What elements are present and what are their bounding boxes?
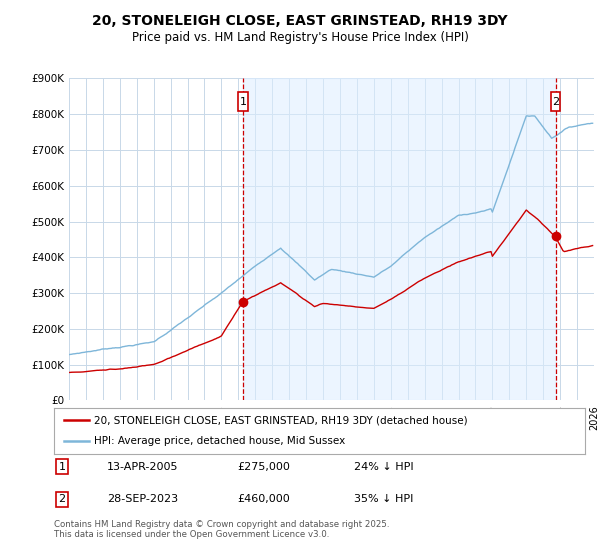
Text: 1: 1 (239, 97, 247, 106)
Text: Contains HM Land Registry data © Crown copyright and database right 2025.
This d: Contains HM Land Registry data © Crown c… (54, 520, 389, 539)
Text: £460,000: £460,000 (237, 494, 290, 505)
Text: 13-APR-2005: 13-APR-2005 (107, 461, 179, 472)
Text: 35% ↓ HPI: 35% ↓ HPI (354, 494, 413, 505)
Text: 24% ↓ HPI: 24% ↓ HPI (354, 461, 413, 472)
FancyBboxPatch shape (551, 92, 560, 111)
Text: 2: 2 (552, 97, 559, 106)
Text: £275,000: £275,000 (237, 461, 290, 472)
Text: HPI: Average price, detached house, Mid Sussex: HPI: Average price, detached house, Mid … (94, 436, 345, 446)
FancyBboxPatch shape (238, 92, 248, 111)
Text: Price paid vs. HM Land Registry's House Price Index (HPI): Price paid vs. HM Land Registry's House … (131, 31, 469, 44)
Text: 28-SEP-2023: 28-SEP-2023 (107, 494, 178, 505)
Text: 1: 1 (58, 461, 65, 472)
Text: 20, STONELEIGH CLOSE, EAST GRINSTEAD, RH19 3DY (detached house): 20, STONELEIGH CLOSE, EAST GRINSTEAD, RH… (94, 415, 467, 425)
Text: 2: 2 (58, 494, 65, 505)
Bar (243, 78, 556, 400)
Text: 20, STONELEIGH CLOSE, EAST GRINSTEAD, RH19 3DY: 20, STONELEIGH CLOSE, EAST GRINSTEAD, RH… (92, 14, 508, 28)
